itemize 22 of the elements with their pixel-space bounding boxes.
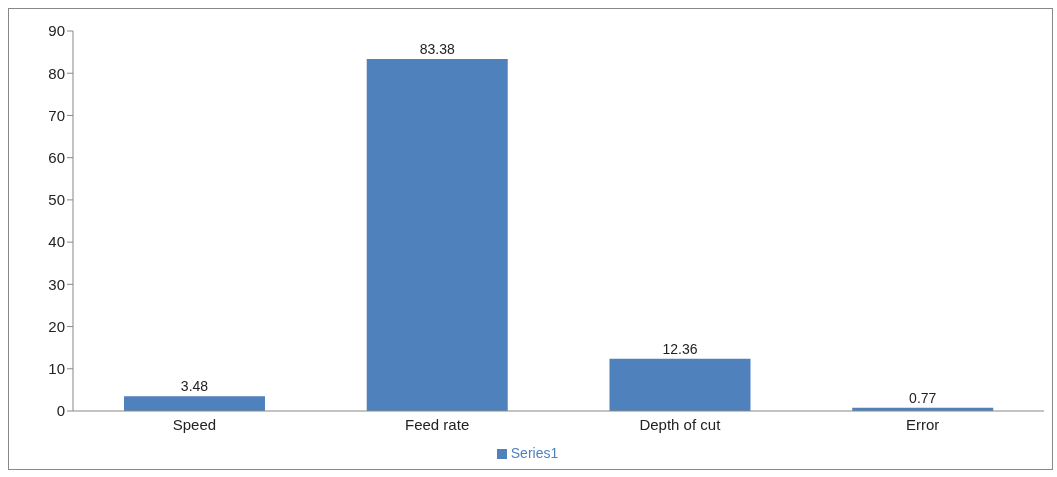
x-tick-label: Depth of cut — [639, 415, 722, 433]
x-tick-label: Feed rate — [405, 415, 470, 433]
y-tick-label: 10 — [48, 360, 65, 378]
data-label: 83.38 — [419, 40, 455, 57]
x-tick-label: Speed — [172, 415, 217, 433]
y-tick-label: 80 — [48, 64, 65, 82]
y-tick-label: 30 — [48, 275, 65, 293]
y-tick-label: 50 — [48, 191, 65, 209]
y-tick-label: 90 — [48, 22, 65, 40]
data-label: 0.77 — [909, 389, 937, 406]
bar — [123, 396, 265, 411]
bar — [609, 358, 751, 411]
bar — [366, 58, 508, 411]
y-tick-label: 20 — [48, 317, 65, 335]
y-tick-label: 70 — [48, 106, 65, 124]
data-label: 3.48 — [180, 378, 209, 395]
y-tick-label: 0 — [56, 402, 65, 420]
data-label: 12.36 — [662, 340, 698, 357]
x-tick-label: Error — [905, 415, 940, 433]
y-tick-label: 60 — [48, 148, 65, 166]
y-tick-label: 40 — [48, 233, 65, 251]
legend-label: Series1 — [510, 445, 559, 461]
